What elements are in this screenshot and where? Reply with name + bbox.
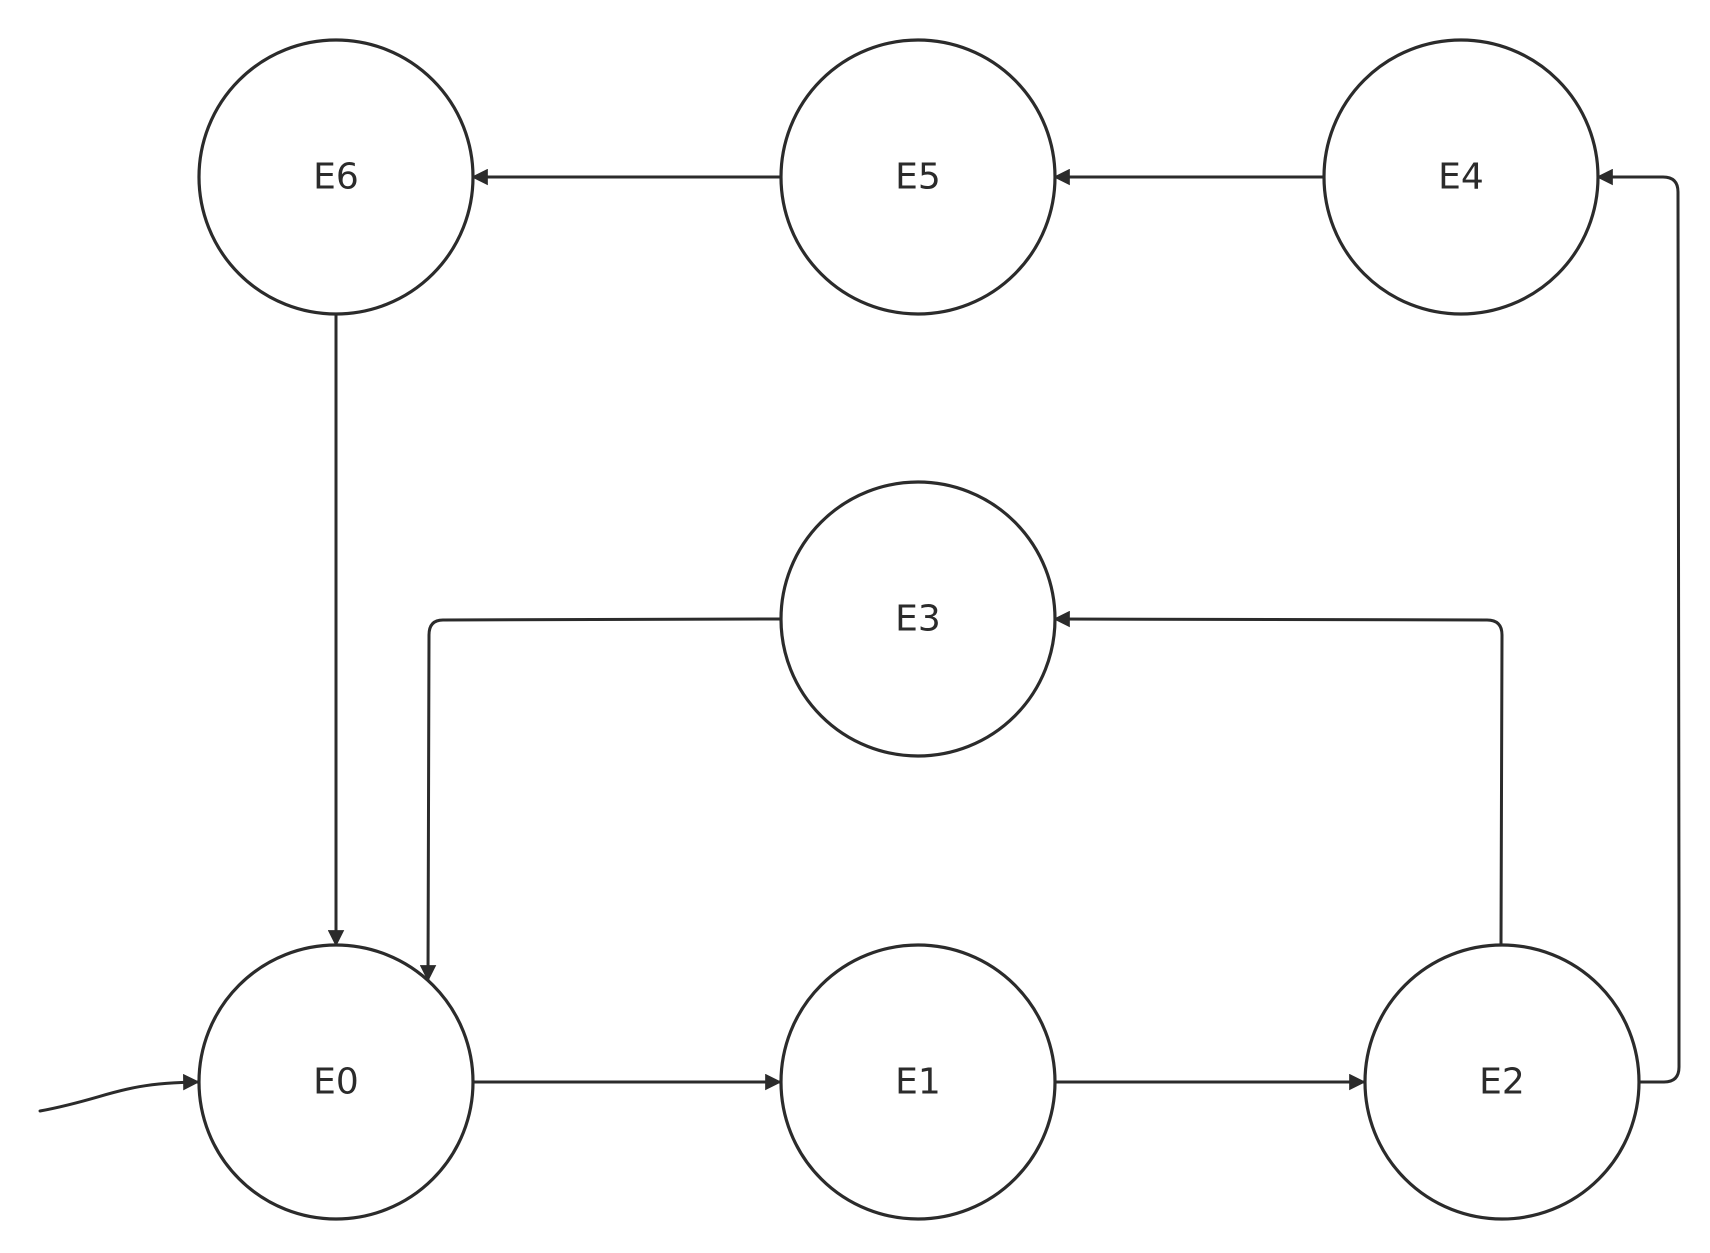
state-node-e2: E2 — [1363, 943, 1641, 1221]
state-circle — [197, 38, 475, 316]
state-label: E2 — [1479, 1062, 1525, 1103]
state-node-e3: E3 — [779, 480, 1057, 758]
state-circle — [197, 943, 475, 1221]
state-node-e5: E5 — [779, 38, 1057, 316]
state-label: E0 — [313, 1062, 359, 1103]
state-label: E5 — [895, 157, 941, 198]
state-circle — [1363, 943, 1641, 1221]
state-label: E3 — [895, 599, 941, 640]
state-node-e6: E6 — [197, 38, 475, 316]
state-node-e4: E4 — [1322, 38, 1600, 316]
state-label: E1 — [895, 1062, 941, 1103]
state-label: E6 — [313, 157, 359, 198]
state-label: E4 — [1438, 157, 1484, 198]
nodes-layer: E0 E1 E2 E3 E4 E5 E6 — [197, 38, 1641, 1221]
edges-layer — [38, 168, 1681, 1113]
state-circle — [779, 943, 1057, 1221]
state-circle — [779, 480, 1057, 758]
state-node-e1: E1 — [779, 943, 1057, 1221]
state-node-e0: E0 — [197, 943, 475, 1221]
edge-e2-to-e4 — [1596, 168, 1681, 1084]
state-circle — [779, 38, 1057, 316]
initial-state-arrow — [38, 1073, 200, 1113]
state-circle — [1322, 38, 1600, 316]
edge-e3-to-e0 — [419, 617, 783, 982]
edge-e2-to-e3 — [1053, 610, 1504, 947]
